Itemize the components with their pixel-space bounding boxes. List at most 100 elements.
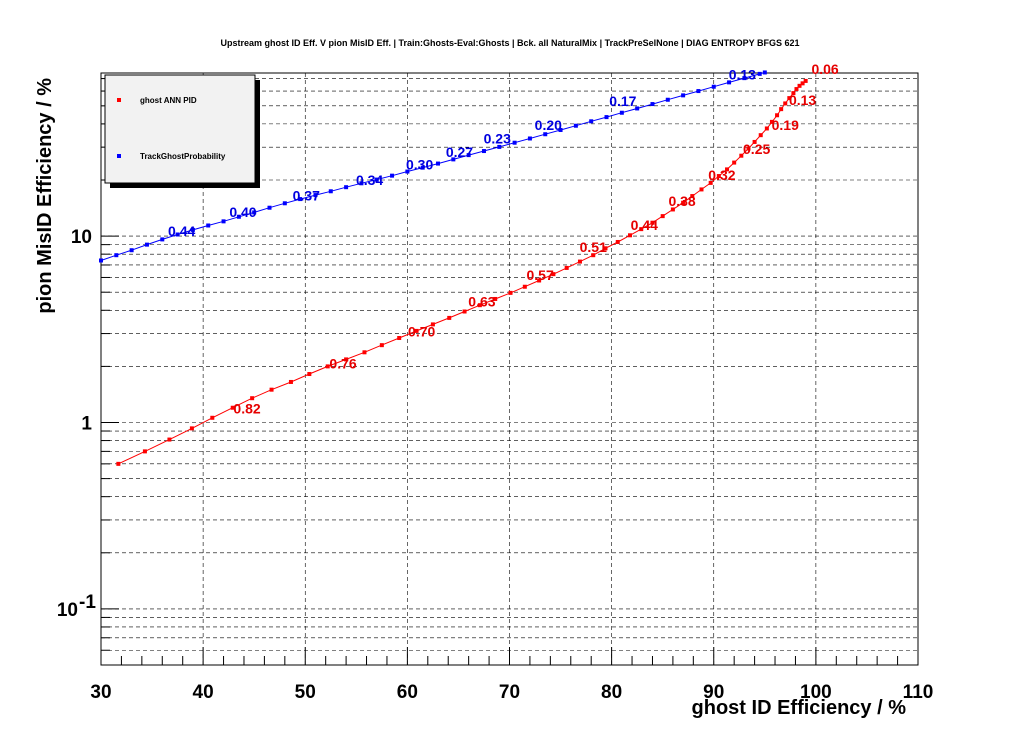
data-point-ghost-ann-pid	[167, 437, 172, 442]
data-point-ghost-ann-pid	[670, 207, 675, 212]
data-point-trackghostprobability	[619, 110, 624, 115]
data-point-trackghostprobability	[527, 136, 532, 141]
x-tick-label: 50	[295, 682, 316, 703]
point-label-ghost-ann-pid: 0.32	[708, 167, 735, 183]
y-axis-label: pion MisID Efficiency / %	[34, 78, 56, 314]
data-point-trackghostprobability	[604, 115, 609, 120]
data-point-trackghostprobability	[650, 102, 655, 107]
data-point-ghost-ann-pid	[189, 426, 194, 431]
data-point-trackghostprobability	[221, 219, 226, 224]
series-layer: 0.82 0.76 0.70 0.63 0.57 0.51 0.44 0.38 0.32 0.25…	[99, 61, 839, 466]
data-point-ghost-ann-pid	[797, 83, 802, 88]
data-point-ghost-ann-pid	[603, 246, 608, 251]
data-point-trackghostprobability	[160, 237, 165, 242]
x-axis-label: ghost ID Efficiency / %	[692, 697, 907, 719]
data-point-ghost-ann-pid	[769, 119, 774, 124]
x-tick-label: 60	[397, 682, 418, 703]
x-tick-label: 80	[601, 682, 622, 703]
legend-marker-ghost-ann-pid	[117, 98, 121, 102]
data-point-ghost-ann-pid	[522, 284, 527, 289]
data-point-trackghostprobability	[481, 149, 486, 154]
data-point-trackghostprobability	[762, 70, 767, 75]
data-point-trackghostprobability	[436, 161, 441, 166]
data-point-ghost-ann-pid	[397, 336, 402, 341]
legend-marker-trackghostprobability	[117, 154, 121, 158]
data-point-ghost-ann-pid	[690, 194, 695, 199]
x-tick-label: 70	[499, 682, 520, 703]
data-point-trackghostprobability	[236, 214, 241, 219]
data-point-trackghostprobability	[374, 177, 379, 182]
data-point-trackghostprobability	[359, 181, 364, 186]
point-label-trackghostprobability: 0.27	[446, 144, 473, 160]
data-point-trackghostprobability	[420, 165, 425, 170]
data-point-ghost-ann-pid	[639, 227, 644, 232]
data-point-ghost-ann-pid	[250, 396, 255, 401]
data-point-ghost-ann-pid	[230, 405, 235, 410]
data-point-trackghostprobability	[573, 123, 578, 128]
data-point-ghost-ann-pid	[537, 278, 542, 283]
data-point-ghost-ann-pid	[447, 315, 452, 320]
data-point-trackghostprobability	[282, 201, 287, 206]
data-point-ghost-ann-pid	[791, 91, 796, 96]
data-point-trackghostprobability	[558, 127, 563, 132]
point-label-ghost-ann-pid: 0.63	[468, 293, 495, 309]
data-point-ghost-ann-pid	[362, 350, 367, 355]
y-tick-label: 10	[71, 227, 92, 248]
data-point-trackghostprobability	[635, 106, 640, 111]
data-point-ghost-ann-pid	[739, 153, 744, 158]
point-label-ghost-ann-pid: 0.70	[408, 323, 435, 339]
data-point-trackghostprobability	[344, 185, 349, 190]
data-point-trackghostprobability	[313, 193, 318, 198]
y-tick-exponent: -1	[79, 592, 96, 613]
data-point-trackghostprobability	[512, 140, 517, 145]
point-label-ghost-ann-pid: 0.13	[789, 92, 816, 108]
data-point-ghost-ann-pid	[725, 167, 730, 172]
point-label-trackghostprobability: 0.20	[535, 117, 562, 133]
data-point-ghost-ann-pid	[800, 81, 805, 86]
data-point-trackghostprobability	[451, 157, 456, 162]
data-point-ghost-ann-pid	[681, 200, 686, 205]
point-label-trackghostprobability: 0.30	[406, 157, 433, 173]
data-point-ghost-ann-pid	[269, 387, 274, 392]
x-axis-ticks: 30 40 50 60 70 80 90 100 110	[90, 647, 933, 703]
point-label-trackghostprobability: 0.23	[484, 130, 511, 146]
data-point-ghost-ann-pid	[325, 364, 330, 369]
data-point-ghost-ann-pid	[430, 322, 435, 327]
y-tick-label: 1	[81, 413, 92, 434]
data-point-trackghostprobability	[696, 89, 701, 94]
data-point-trackghostprobability	[267, 205, 272, 210]
data-point-trackghostprobability	[175, 232, 180, 237]
data-point-ghost-ann-pid	[758, 133, 763, 138]
data-point-ghost-ann-pid	[551, 272, 556, 277]
data-point-ghost-ann-pid	[462, 309, 467, 314]
data-point-ghost-ann-pid	[732, 160, 737, 165]
point-label-trackghostprobability: 0.37	[293, 188, 320, 204]
data-point-trackghostprobability	[390, 173, 395, 178]
data-point-ghost-ann-pid	[307, 372, 312, 377]
data-point-trackghostprobability	[757, 71, 762, 76]
data-point-ghost-ann-pid	[783, 101, 788, 106]
data-point-trackghostprobability	[328, 189, 333, 194]
data-point-ghost-ann-pid	[803, 78, 808, 83]
data-point-ghost-ann-pid	[142, 449, 147, 454]
data-point-trackghostprobability	[190, 227, 195, 232]
data-point-ghost-ann-pid	[699, 187, 704, 192]
point-label-ghost-ann-pid: 0.38	[668, 193, 695, 209]
data-point-trackghostprobability	[99, 258, 103, 263]
data-point-trackghostprobability	[742, 76, 747, 81]
data-point-ghost-ann-pid	[650, 220, 655, 225]
x-tick-label: 100	[800, 682, 832, 703]
point-label-trackghostprobability: 0.44	[168, 223, 195, 239]
data-point-ghost-ann-pid	[752, 139, 757, 144]
data-point-trackghostprobability	[252, 210, 257, 215]
data-point-ghost-ann-pid	[764, 126, 769, 131]
data-point-ghost-ann-pid	[210, 415, 215, 420]
data-point-ghost-ann-pid	[414, 328, 419, 333]
x-tick-label: 30	[90, 682, 111, 703]
point-label-trackghostprobability: 0.13	[729, 67, 756, 83]
x-tick-label: 90	[703, 682, 724, 703]
data-point-trackghostprobability	[144, 242, 149, 247]
point-label-ghost-ann-pid: 0.25	[743, 141, 770, 157]
x-tick-label: 40	[193, 682, 214, 703]
